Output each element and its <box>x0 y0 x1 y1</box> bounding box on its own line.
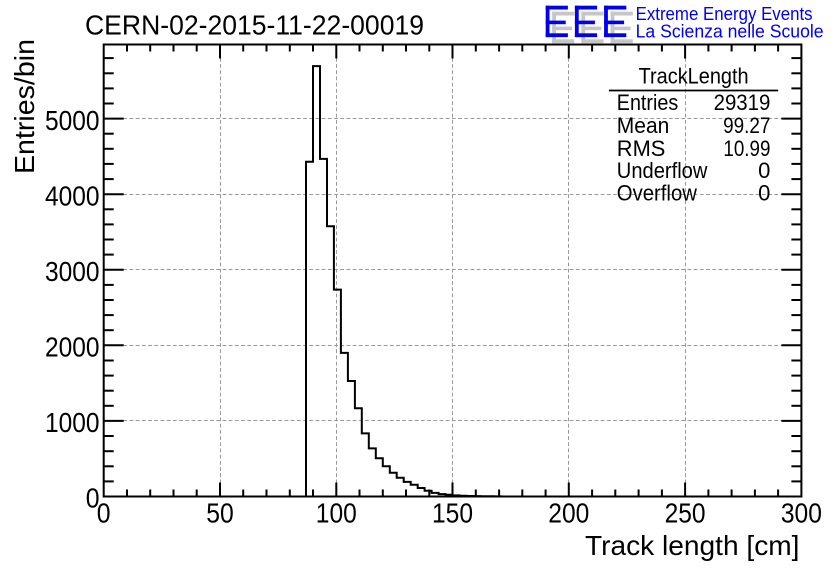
svg-text:Entries/bin: Entries/bin <box>9 39 40 174</box>
svg-text:300: 300 <box>781 498 822 529</box>
svg-text:0: 0 <box>86 483 100 514</box>
svg-text:Underflow: Underflow <box>617 158 708 183</box>
svg-text:TrackLength: TrackLength <box>639 64 749 89</box>
svg-text:5000: 5000 <box>45 105 100 136</box>
svg-text:RMS: RMS <box>617 136 666 161</box>
svg-text:250: 250 <box>665 498 706 529</box>
svg-text:0: 0 <box>758 158 770 183</box>
svg-text:150: 150 <box>432 498 473 529</box>
svg-text:4000: 4000 <box>45 180 100 211</box>
svg-text:1000: 1000 <box>45 407 100 438</box>
svg-text:200: 200 <box>548 498 589 529</box>
svg-text:99.27: 99.27 <box>723 113 770 138</box>
svg-text:10.99: 10.99 <box>723 136 770 161</box>
svg-text:La Scienza nelle Scuole: La Scienza nelle Scuole <box>636 20 824 41</box>
svg-text:100: 100 <box>316 498 357 529</box>
svg-text:Overflow: Overflow <box>617 180 697 205</box>
svg-text:Entries: Entries <box>617 90 678 115</box>
svg-text:Track length [cm]: Track length [cm] <box>585 530 800 561</box>
svg-text:50: 50 <box>206 498 234 529</box>
svg-text:0: 0 <box>758 180 770 205</box>
svg-text:0: 0 <box>97 498 111 529</box>
svg-text:Mean: Mean <box>617 113 670 138</box>
svg-text:3000: 3000 <box>45 256 100 287</box>
svg-text:2000: 2000 <box>45 332 100 363</box>
svg-text:CERN-02-2015-11-22-00019: CERN-02-2015-11-22-00019 <box>85 10 424 41</box>
svg-text:Extreme Energy Events: Extreme Energy Events <box>636 3 813 24</box>
svg-text:29319: 29319 <box>714 90 771 115</box>
